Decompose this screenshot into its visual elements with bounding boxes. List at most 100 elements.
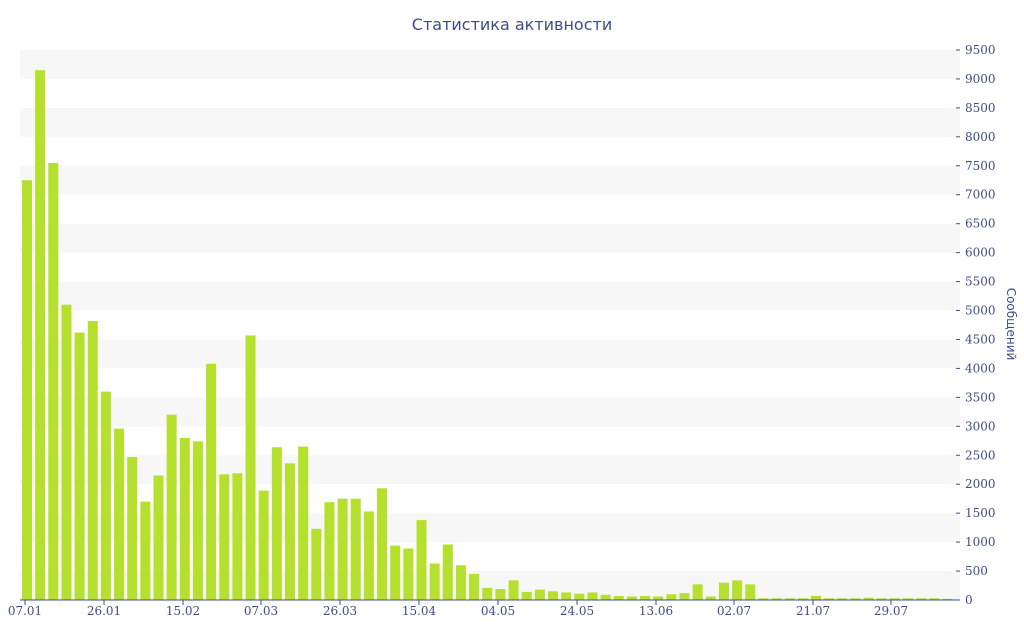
bar[interactable] [219,474,230,600]
bar[interactable] [271,447,282,600]
bar[interactable] [153,475,164,600]
bar[interactable] [35,70,46,600]
bar[interactable] [416,520,427,600]
x-tick-label: 24.05 [560,604,594,618]
bar[interactable] [495,589,506,600]
bar[interactable] [74,332,85,600]
bar[interactable] [521,591,532,600]
bar[interactable] [837,598,848,600]
bar[interactable] [140,501,151,600]
bar[interactable] [258,490,269,600]
bar[interactable] [534,589,545,600]
bar[interactable] [311,528,322,600]
bar[interactable] [127,457,138,600]
y-tick-label: 4000 [965,361,996,375]
bar[interactable] [600,594,611,600]
bar[interactable] [429,563,440,600]
bar[interactable] [942,598,953,600]
bar[interactable] [889,598,900,600]
bar[interactable] [114,428,125,600]
bar[interactable] [508,580,519,600]
grid-band [20,455,960,485]
bar[interactable] [363,511,374,600]
bar[interactable] [192,441,203,600]
grid-band [20,397,960,427]
bar[interactable] [469,573,480,600]
bar[interactable] [679,593,690,600]
bar[interactable] [232,473,243,600]
bar[interactable] [561,592,572,600]
bar[interactable] [574,593,585,600]
bar[interactable] [929,598,940,600]
y-tick-label: 9000 [965,72,996,86]
bar[interactable] [784,598,795,600]
bar[interactable] [337,498,348,600]
bar[interactable] [61,304,72,600]
bar[interactable] [166,414,177,600]
bar[interactable] [771,598,782,600]
bar[interactable] [206,363,217,600]
bar[interactable] [285,463,295,600]
bar[interactable] [377,488,388,600]
bar[interactable] [732,580,743,600]
y-tick-label: 3000 [965,419,996,433]
bar[interactable] [666,594,677,600]
bar[interactable] [876,598,887,600]
bar[interactable] [916,598,927,600]
bar[interactable] [455,565,466,600]
x-axis-ticks: 07.01 26.01 15.02 07.03 26.03 15.04 04.05 24.05… [8,600,908,618]
y-tick-label: 6500 [965,217,996,231]
bar[interactable] [653,596,664,600]
y-axis-ticks: 0 500 1000 1500 2000 2500 3000 3500 4000 4500 5000… [956,43,996,607]
grid-bands [20,50,960,600]
y-tick-label: 2500 [965,448,996,462]
bar[interactable] [797,598,808,600]
grid-band [20,513,960,543]
y-tick-label: 9500 [965,43,996,57]
bar[interactable] [640,595,651,600]
bar[interactable] [850,598,861,600]
bar[interactable] [324,502,335,600]
grid-band [20,223,960,253]
x-tick-label: 15.02 [166,604,200,618]
bar[interactable] [548,591,558,600]
bar[interactable] [705,596,716,600]
bar[interactable] [350,498,361,600]
bar[interactable] [587,592,598,600]
bar[interactable] [179,437,190,600]
bar[interactable] [403,548,414,600]
bar[interactable] [692,584,703,600]
y-tick-label: 500 [965,564,988,578]
x-tick-label: 04.05 [481,604,515,618]
bar[interactable] [824,598,835,600]
x-tick-label: 07.01 [8,604,42,618]
bar[interactable] [22,180,32,600]
y-tick-label: 7500 [965,159,996,173]
bar[interactable] [626,596,637,600]
bar[interactable] [758,598,769,600]
y-tick-label: 3500 [965,390,996,404]
bar[interactable] [613,595,624,600]
bars [22,70,953,600]
y-tick-label: 0 [965,593,973,607]
bar[interactable] [390,545,401,600]
bar[interactable] [245,335,256,600]
grid-band [20,165,960,195]
bar[interactable] [87,320,98,600]
x-tick-label: 29.07 [874,604,908,618]
bar[interactable] [718,582,729,600]
bar[interactable] [811,595,821,600]
y-axis-label: Сообщений [1004,288,1018,361]
bar[interactable] [48,162,59,600]
y-tick-label: 8500 [965,101,996,115]
bar[interactable] [863,597,874,600]
y-tick-label: 2000 [965,477,996,491]
y-tick-label: 7000 [965,188,996,202]
bar[interactable] [100,391,111,600]
bar[interactable] [482,587,493,600]
bar[interactable] [745,584,756,600]
bar[interactable] [442,544,453,600]
bar[interactable] [903,598,914,600]
bar[interactable] [298,446,309,600]
